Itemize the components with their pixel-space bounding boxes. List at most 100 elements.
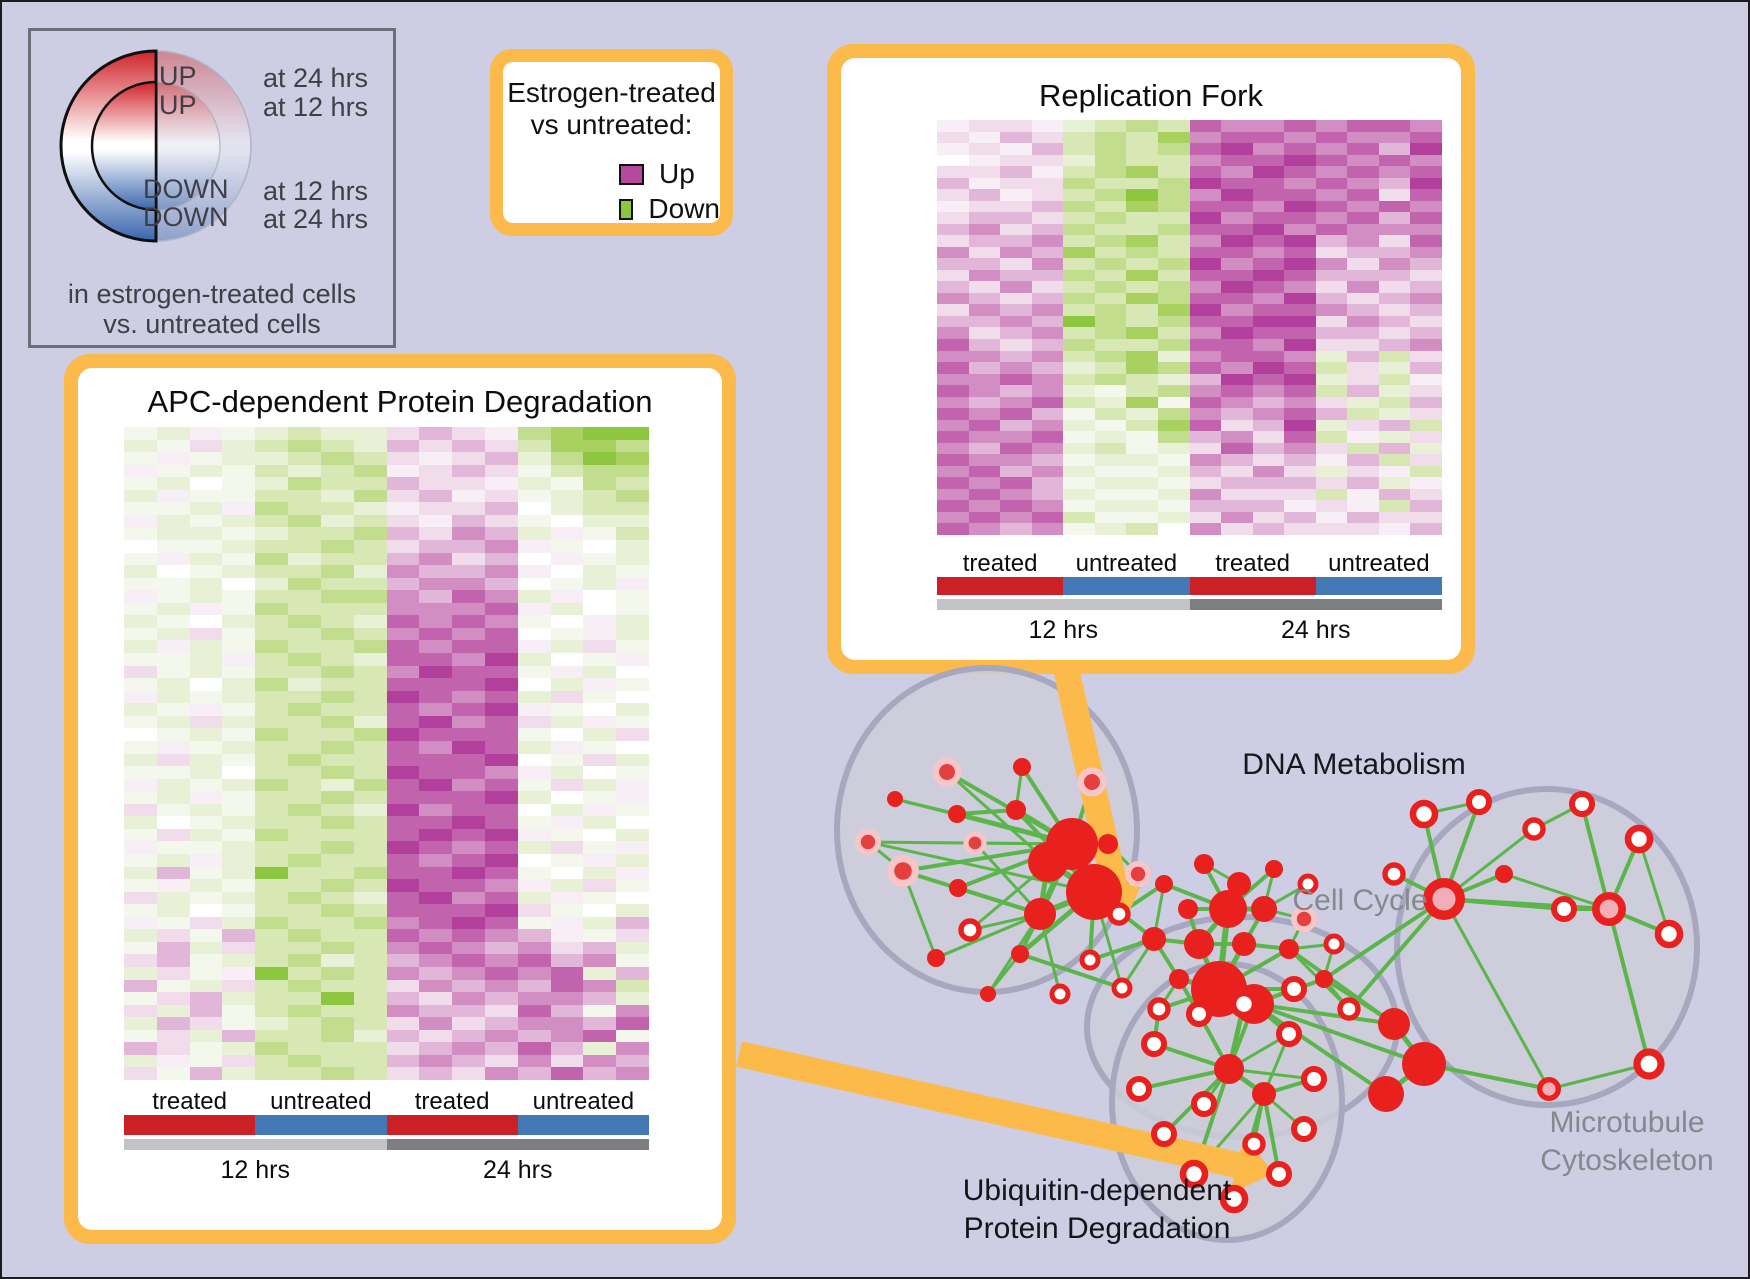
network-node-ring xyxy=(1291,1116,1317,1142)
heatmap-cell xyxy=(288,816,321,829)
heatmap-cell xyxy=(1347,143,1379,155)
heatmap-cell xyxy=(484,1029,518,1043)
heatmap-cell xyxy=(937,304,969,316)
heatmap-cell xyxy=(353,740,387,754)
heatmap-cell xyxy=(583,640,617,654)
heatmap-cell xyxy=(222,992,256,1005)
heatmap-cell xyxy=(1157,246,1190,259)
network-node-ring xyxy=(1079,949,1101,971)
heatmap-cell xyxy=(1063,488,1095,501)
heatmap-cell xyxy=(419,615,453,628)
heatmap-cell xyxy=(937,200,969,213)
heatmap-cell xyxy=(255,1017,289,1030)
heatmap-cell xyxy=(1252,362,1285,374)
heatmap-cell xyxy=(386,464,420,478)
heatmap-cell xyxy=(1378,488,1411,501)
heatmap-cell xyxy=(583,916,617,930)
heatmap-cell xyxy=(124,452,157,465)
heatmap-cell xyxy=(386,514,420,528)
heatmap-cell xyxy=(320,778,354,792)
heatmap-cell xyxy=(1126,396,1158,409)
heatmap-cell xyxy=(484,653,518,666)
heatmap-cell xyxy=(288,1067,321,1080)
heatmap-cell xyxy=(616,740,649,754)
heatmap-cell xyxy=(452,828,485,842)
heatmap-cell xyxy=(968,339,1001,351)
heatmap-cell xyxy=(1252,454,1285,466)
heatmap-cell xyxy=(255,791,289,804)
heatmap-cell xyxy=(288,577,321,591)
heatmap-cell xyxy=(1252,292,1285,305)
heatmap-cell xyxy=(222,464,256,478)
heatmap-cell xyxy=(320,615,354,628)
heatmap-cell xyxy=(937,339,969,351)
heatmap-cell xyxy=(255,816,289,829)
heatmap-cell xyxy=(583,828,617,842)
heatmap-cell xyxy=(353,728,387,741)
heatmap-cell xyxy=(1378,385,1411,397)
heatmap-cell xyxy=(550,778,584,792)
network-node-solid xyxy=(1028,842,1068,882)
heatmap-cell xyxy=(484,565,518,578)
heatmap-cell xyxy=(124,1067,157,1080)
network-node-ring xyxy=(1409,799,1439,829)
group-label: untreated xyxy=(270,1088,372,1115)
heatmap-cell xyxy=(1031,281,1064,293)
heatmap-cell xyxy=(124,778,157,792)
heatmap-cell xyxy=(419,929,453,942)
heatmap-cell xyxy=(386,1042,420,1055)
heatmap-cell xyxy=(616,728,649,741)
heatmap-cell xyxy=(517,791,551,804)
heatmap-cell xyxy=(1000,200,1032,213)
heatmap-cell xyxy=(1157,488,1190,501)
heatmap-cell xyxy=(222,929,256,942)
network-node-ring xyxy=(1191,1091,1217,1117)
heatmap-cell xyxy=(1157,431,1190,443)
heatmap-cell xyxy=(156,1042,190,1055)
heatmap-cell xyxy=(1284,511,1316,524)
heatmap-cell xyxy=(1063,189,1095,201)
heatmap-cell xyxy=(353,565,387,578)
heatmap-cell xyxy=(550,703,584,716)
heatmap-cell xyxy=(1094,269,1127,282)
heatmap-cell xyxy=(1378,235,1411,247)
heatmap-cell xyxy=(550,1017,584,1030)
heatmap-cell xyxy=(320,1004,354,1018)
heatmap-cell xyxy=(124,615,157,628)
heatmap-cell xyxy=(484,678,518,691)
heatmap-cell xyxy=(189,1004,223,1018)
heatmap-cell xyxy=(1315,477,1348,489)
network-edge xyxy=(1322,897,1446,981)
heatmap-cell xyxy=(1031,200,1064,213)
heatmap-cell xyxy=(616,640,649,654)
heatmap-cell xyxy=(583,929,617,942)
heatmap-cell xyxy=(124,602,157,616)
bar-segment xyxy=(937,599,1190,610)
heatmap-cell xyxy=(1315,131,1348,144)
network-edge xyxy=(935,912,1041,960)
network-node-ring xyxy=(1186,1001,1212,1027)
heatmap-cell xyxy=(1126,177,1158,190)
heatmap-cell xyxy=(1347,258,1379,270)
heatmap-cell xyxy=(1063,292,1095,305)
network-node-solid xyxy=(1142,927,1166,951)
heatmap-cell xyxy=(1252,189,1285,201)
heatmap-cell xyxy=(1000,465,1032,478)
heatmap-cell xyxy=(1000,131,1032,144)
heatmap-cell xyxy=(1126,235,1158,247)
heatmap-cell xyxy=(550,766,584,779)
heatmap-cell xyxy=(1063,511,1095,524)
heatmap-cell xyxy=(1063,465,1095,478)
heatmap-cell xyxy=(550,803,584,817)
heatmap-cell xyxy=(550,1004,584,1018)
heatmap-cell xyxy=(1094,258,1127,270)
heatmap-cell xyxy=(452,929,485,942)
heatmap-cell xyxy=(1410,442,1442,455)
heatmap-cell xyxy=(484,1017,518,1030)
heatmap-cell xyxy=(124,627,157,641)
heatmap-cell xyxy=(1063,154,1095,167)
heatmap-cell xyxy=(1094,454,1127,466)
heatmap-cell xyxy=(550,640,584,654)
heatmap-cell xyxy=(255,954,289,967)
heatmap-cell xyxy=(937,212,969,224)
